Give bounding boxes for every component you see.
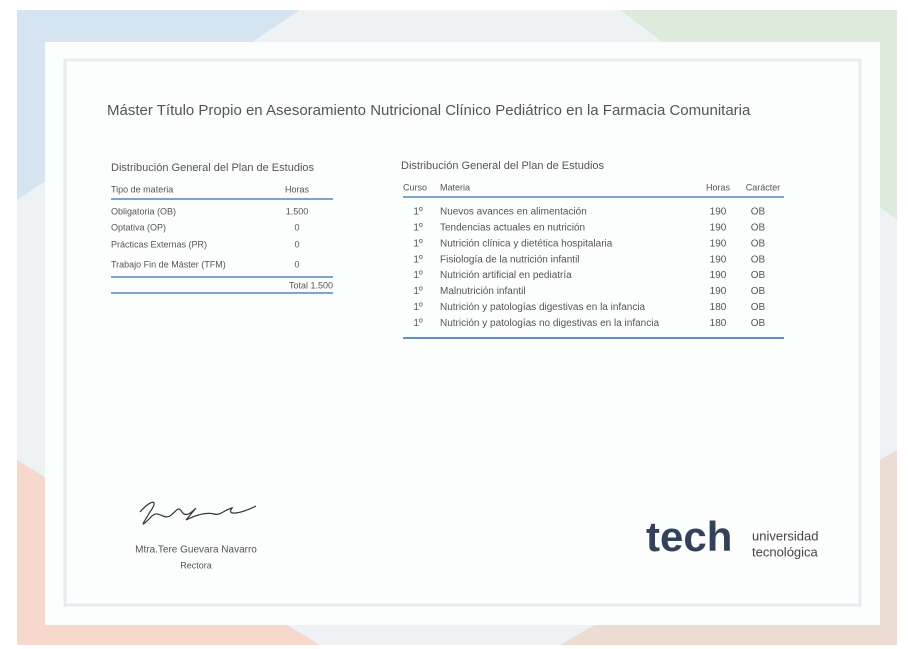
title: Máster Título Propio en Asesoramiento Nu… — [107, 102, 751, 119]
column-header: Tipo de materia — [111, 184, 173, 194]
cell: Nutrición y patologías no digestivas en … — [440, 318, 659, 329]
cell: Nutrición clínica y dietética hospitalar… — [440, 238, 613, 249]
cell: 1º — [413, 318, 423, 329]
cell: 1º — [413, 302, 423, 313]
cell: 1º — [413, 270, 423, 281]
cell: Nuevos avances en alimentación — [440, 207, 587, 218]
right-table-title: Distribución General del Plan de Estudio… — [401, 160, 605, 172]
cell: 1º — [413, 286, 423, 297]
column-header: Carácter — [746, 182, 781, 192]
column-header: Materia — [440, 182, 470, 192]
cell: 1º — [413, 254, 423, 265]
cell: 0 — [294, 239, 299, 249]
signatory-role: Rectora — [180, 560, 212, 570]
cell: Fisiología de la nutrición infantil — [440, 254, 580, 265]
signatory-name: Mtra.Tere Guevara Navarro — [135, 545, 257, 556]
cell: Nutrición artificial en pediatría — [440, 270, 572, 281]
column-header: Curso — [403, 182, 427, 192]
logo-line: tecnológica — [752, 544, 819, 559]
cell: Prácticas Externas (PR) — [111, 239, 207, 249]
cell: 190 — [710, 238, 727, 249]
cell: Tendencias actuales en nutrición — [440, 223, 585, 234]
total: Total 1.500 — [289, 280, 333, 290]
logo-line: universidad — [752, 528, 819, 543]
left-table-title: Distribución General del Plan de Estudio… — [111, 162, 315, 174]
cell: OB — [751, 238, 766, 249]
cell: 190 — [710, 270, 727, 281]
cell: OB — [751, 270, 766, 281]
cell: 190 — [710, 207, 727, 218]
cell: 190 — [710, 286, 727, 297]
cell: 190 — [710, 223, 727, 234]
inner-border — [63, 58, 862, 607]
cell: Optativa (OP) — [111, 222, 166, 232]
cell: OB — [751, 318, 766, 329]
cell: Obligatoria (OB) — [111, 206, 176, 216]
cell: 1º — [413, 223, 423, 234]
cell: OB — [751, 207, 766, 218]
cell: 0 — [294, 259, 299, 269]
cell: 180 — [710, 318, 727, 329]
cell: 180 — [710, 302, 727, 313]
cell: OB — [751, 254, 766, 265]
cell: 190 — [710, 254, 727, 265]
cell: Trabajo Fin de Máster (TFM) — [111, 259, 226, 269]
column-header: Horas — [706, 182, 731, 192]
cell: 1º — [413, 238, 423, 249]
cell: OB — [751, 286, 766, 297]
cell: Malnutrición infantil — [440, 286, 526, 297]
signature-stroke — [139, 501, 257, 525]
cell: 1º — [413, 207, 423, 218]
cell: OB — [751, 223, 766, 234]
cell: OB — [751, 302, 766, 313]
logo-word: tech — [646, 513, 732, 560]
cell: 0 — [294, 222, 299, 232]
column-header: Horas — [285, 184, 310, 194]
cell: 1.500 — [286, 206, 309, 216]
card — [45, 42, 880, 625]
cell: Nutrición y patologías digestivas en la … — [440, 302, 646, 313]
